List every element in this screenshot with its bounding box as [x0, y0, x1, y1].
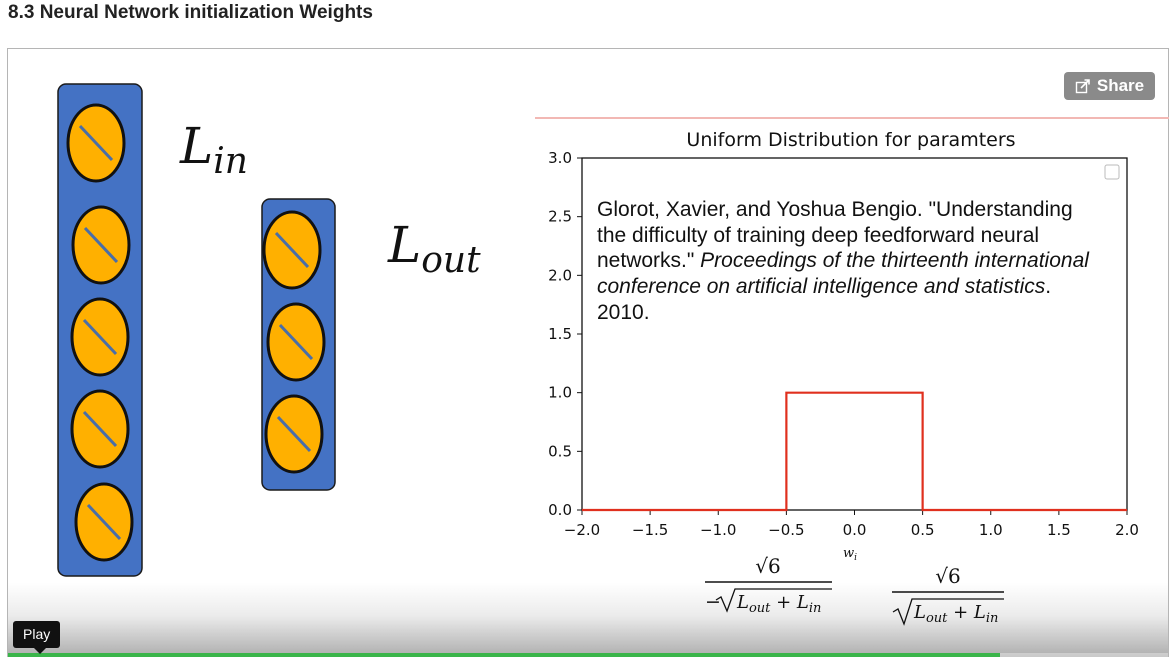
output-neuron-2 [266, 302, 326, 382]
layer-out-label: Lout [387, 216, 481, 281]
progress-bar[interactable] [8, 653, 1168, 657]
layer-in-sub: in [213, 141, 248, 182]
input-neuron-4 [70, 389, 130, 469]
y-tick-label: 3.0 [548, 149, 572, 167]
x-tick-label: 1.5 [1047, 521, 1071, 539]
formula-upper-bound: √6 Lout + Lin [892, 564, 1004, 626]
x-axis-label: wi [843, 546, 857, 563]
citation-line-3-plain: networks." [597, 249, 700, 272]
formula-lower-bound: √6 − Lout + Lin [705, 554, 832, 616]
citation-line-3-italic: Proceedings of the thirteenth internatio… [700, 249, 1090, 272]
share-label: Share [1096, 76, 1145, 95]
chart-title: Uniform Distribution for paramters [686, 129, 1015, 151]
x-tick-label: 1.0 [979, 521, 1003, 539]
y-tick-label: 0.5 [548, 442, 572, 460]
citation-line-5: 2010. [597, 301, 650, 324]
y-axis-ticks: 0.0 0.5 1.0 1.5 2.0 2.5 3.0 [548, 149, 582, 519]
y-tick-label: 2.0 [548, 266, 572, 284]
progress-fill [8, 653, 1000, 657]
y-tick-label: 1.0 [548, 384, 572, 402]
play-tooltip: Play [13, 621, 61, 654]
share-icon [1075, 79, 1090, 94]
input-neuron-2 [71, 205, 131, 285]
legend-checkbox[interactable] [1104, 164, 1120, 180]
x-tick-label: 0.5 [911, 521, 935, 539]
x-tick-label: 2.0 [1115, 521, 1139, 539]
chart-series [582, 391, 1127, 512]
citation-line-2: the difficulty of training deep feedforw… [597, 224, 1039, 247]
citation-line-1: Glorot, Xavier, and Yoshua Bengio. "Unde… [597, 198, 1073, 221]
svg-text:networks." Proceedings of the: networks." Proceedings of the thirteenth… [597, 249, 1090, 272]
svg-text:Lout + Lin: Lout + Lin [736, 592, 821, 616]
input-neuron-5 [74, 482, 134, 562]
citation-line-4-end: . [1045, 275, 1051, 298]
layer-in-label: Lin [179, 117, 248, 182]
y-tick-label: 2.5 [548, 208, 572, 226]
output-neuron-3 [264, 394, 324, 474]
plot-area [581, 157, 1128, 511]
share-button[interactable]: Share [1064, 72, 1155, 100]
svg-text:conference on artificial intel: conference on artificial intelligence an… [597, 275, 1051, 298]
y-tick-label: 1.5 [548, 325, 572, 343]
x-tick-label: −1.0 [700, 521, 736, 539]
x-tick-label: −1.5 [632, 521, 668, 539]
input-neuron-3 [70, 297, 130, 377]
x-tick-label: −2.0 [564, 521, 600, 539]
formula-right-numerator: √6 [935, 564, 960, 588]
formula-left-minus: − [705, 591, 721, 613]
series-line-1 [582, 391, 1127, 512]
x-tick-label: −0.5 [768, 521, 804, 539]
input-neurons [66, 103, 134, 562]
y-tick-label: 0.0 [548, 501, 572, 519]
layer-out-sub: out [421, 240, 481, 281]
layer-in-base: L [179, 117, 213, 175]
output-neurons [262, 210, 326, 474]
citation-text: Glorot, Xavier, and Yoshua Bengio. "Unde… [597, 198, 1090, 324]
layer-out-base: L [387, 216, 421, 274]
output-neuron-1 [262, 210, 322, 290]
x-tick-label: 0.0 [843, 521, 867, 539]
citation-line-4-italic: conference on artificial intelligence an… [597, 275, 1046, 298]
formula-left-numerator: √6 [755, 554, 780, 578]
svg-text:Lout + Lin: Lout + Lin [913, 602, 998, 626]
x-axis-ticks: −2.0 −1.5 −1.0 −0.5 0.0 0.5 1.0 1.5 2.0 [564, 510, 1139, 539]
input-neuron-1 [66, 103, 126, 183]
page-title: 8.3 Neural Network initialization Weight… [8, 2, 373, 23]
